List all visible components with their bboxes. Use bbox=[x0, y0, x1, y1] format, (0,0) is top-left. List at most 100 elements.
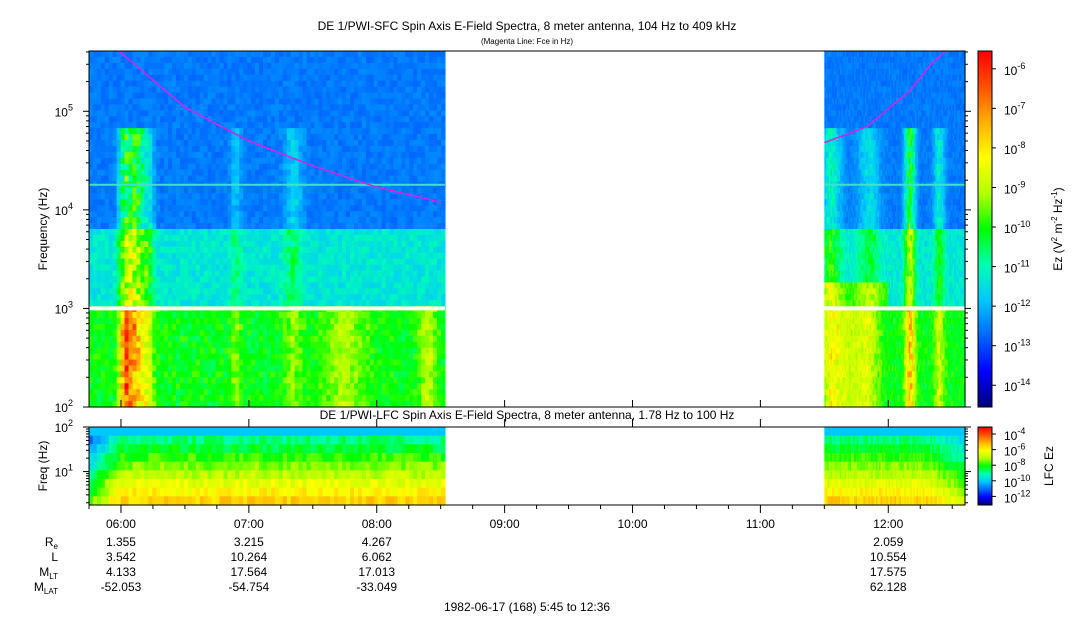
sfc-cell bbox=[318, 252, 323, 260]
sfc-cell bbox=[179, 205, 185, 212]
sfc-cell bbox=[274, 300, 280, 307]
sfc-cell bbox=[219, 98, 225, 105]
sfc-cell bbox=[96, 122, 102, 129]
sfc-cell bbox=[278, 240, 284, 248]
sfc-cell bbox=[314, 116, 319, 123]
sfc-cell bbox=[381, 335, 387, 343]
sfc-cell bbox=[266, 223, 272, 230]
sfc-cell bbox=[263, 359, 268, 367]
sfc-cell bbox=[231, 122, 236, 129]
sfc-cell bbox=[112, 140, 118, 147]
sfc-cell bbox=[270, 288, 276, 295]
sfc-cell bbox=[342, 86, 347, 94]
sfc-cell bbox=[191, 240, 197, 248]
sfc-cell bbox=[187, 217, 193, 224]
sfc-cell bbox=[286, 92, 292, 100]
sfc-cell bbox=[247, 389, 252, 396]
sfc-cell bbox=[187, 86, 193, 94]
sfc-cell bbox=[227, 353, 232, 361]
sfc-cell bbox=[413, 116, 418, 123]
sfc-cell bbox=[227, 68, 232, 76]
sfc-cell bbox=[302, 318, 308, 325]
sfc-cell bbox=[377, 104, 383, 111]
sfc-cell bbox=[385, 122, 391, 129]
sfc-cell bbox=[334, 329, 339, 337]
sfc-cell bbox=[306, 335, 312, 343]
sfc-cell bbox=[132, 104, 138, 111]
sfc-cell bbox=[334, 365, 339, 372]
sfc-cell bbox=[409, 187, 414, 194]
sfc-cell bbox=[100, 205, 106, 212]
sfc-cell bbox=[231, 80, 236, 88]
sfc-cell bbox=[270, 270, 276, 278]
sfc-cell bbox=[353, 365, 359, 372]
sfc-cell bbox=[346, 217, 351, 224]
sfc-cell bbox=[108, 371, 114, 378]
sfc-cell bbox=[172, 157, 177, 165]
sfc-cell bbox=[270, 134, 276, 141]
sfc-cell bbox=[346, 151, 351, 159]
sfc-cell bbox=[168, 365, 173, 372]
sfc-cell bbox=[389, 377, 395, 384]
sfc-cell bbox=[191, 318, 197, 325]
sfc-cell bbox=[322, 383, 327, 390]
sfc-cell bbox=[338, 122, 343, 129]
sfc-cell bbox=[373, 234, 379, 242]
sfc-cell bbox=[393, 128, 399, 135]
sfc-cell bbox=[314, 401, 319, 408]
sfc-cell bbox=[160, 389, 165, 396]
sfc-cell bbox=[357, 294, 363, 301]
sfc-cell bbox=[176, 74, 181, 82]
sfc-cell bbox=[298, 68, 304, 76]
sfc-cell bbox=[136, 211, 142, 218]
sfc-cell bbox=[120, 288, 126, 295]
sfc-cell bbox=[211, 335, 217, 343]
sfc-cell bbox=[219, 145, 225, 153]
sfc-cell bbox=[405, 74, 410, 82]
sfc-cell bbox=[243, 229, 248, 236]
sfc-cell bbox=[282, 300, 288, 307]
sfc-cell bbox=[405, 282, 410, 289]
sfc-cell bbox=[369, 92, 375, 100]
sfc-cell bbox=[160, 288, 165, 295]
sfc-cell bbox=[128, 323, 134, 331]
sfc-cell bbox=[179, 104, 185, 111]
sfc-cell bbox=[381, 80, 387, 88]
sfc-cell bbox=[148, 294, 153, 301]
sfc-cell bbox=[239, 234, 244, 242]
sfc-cell bbox=[255, 116, 260, 123]
sfc-cell bbox=[195, 365, 201, 372]
sfc-cell bbox=[128, 359, 134, 367]
sfc-cell bbox=[215, 276, 221, 283]
sfc-cell bbox=[132, 341, 138, 349]
sfc-cell bbox=[274, 383, 280, 390]
sfc-cell bbox=[270, 341, 276, 349]
sfc-cell bbox=[338, 401, 343, 408]
sfc-cell bbox=[215, 353, 221, 361]
sfc-cell bbox=[187, 270, 193, 278]
sfc-cell bbox=[144, 157, 149, 165]
sfc-cell bbox=[401, 104, 406, 111]
sfc-cell bbox=[306, 229, 312, 236]
sfc-cell bbox=[369, 62, 375, 70]
sfc-cell bbox=[413, 365, 418, 372]
sfc-cell bbox=[136, 359, 142, 367]
sfc-cell bbox=[294, 199, 300, 206]
sfc-cell bbox=[259, 199, 264, 206]
sfc-cell bbox=[211, 157, 217, 165]
sfc-cell bbox=[219, 234, 225, 242]
sfc-cell bbox=[306, 294, 312, 301]
sfc-cell bbox=[168, 270, 173, 278]
sfc-cell bbox=[168, 246, 173, 254]
sfc-cell bbox=[350, 282, 355, 289]
sfc-cell bbox=[385, 341, 391, 349]
sfc-cell bbox=[215, 347, 221, 355]
sfc-cell bbox=[266, 140, 272, 147]
sfc-cell bbox=[160, 128, 165, 135]
sfc-cell bbox=[314, 294, 319, 301]
sfc-cell bbox=[381, 234, 387, 242]
sfc-cell bbox=[164, 175, 169, 183]
sfc-cell bbox=[338, 288, 343, 295]
sfc-cell bbox=[243, 134, 248, 141]
sfc-cell bbox=[251, 134, 256, 141]
